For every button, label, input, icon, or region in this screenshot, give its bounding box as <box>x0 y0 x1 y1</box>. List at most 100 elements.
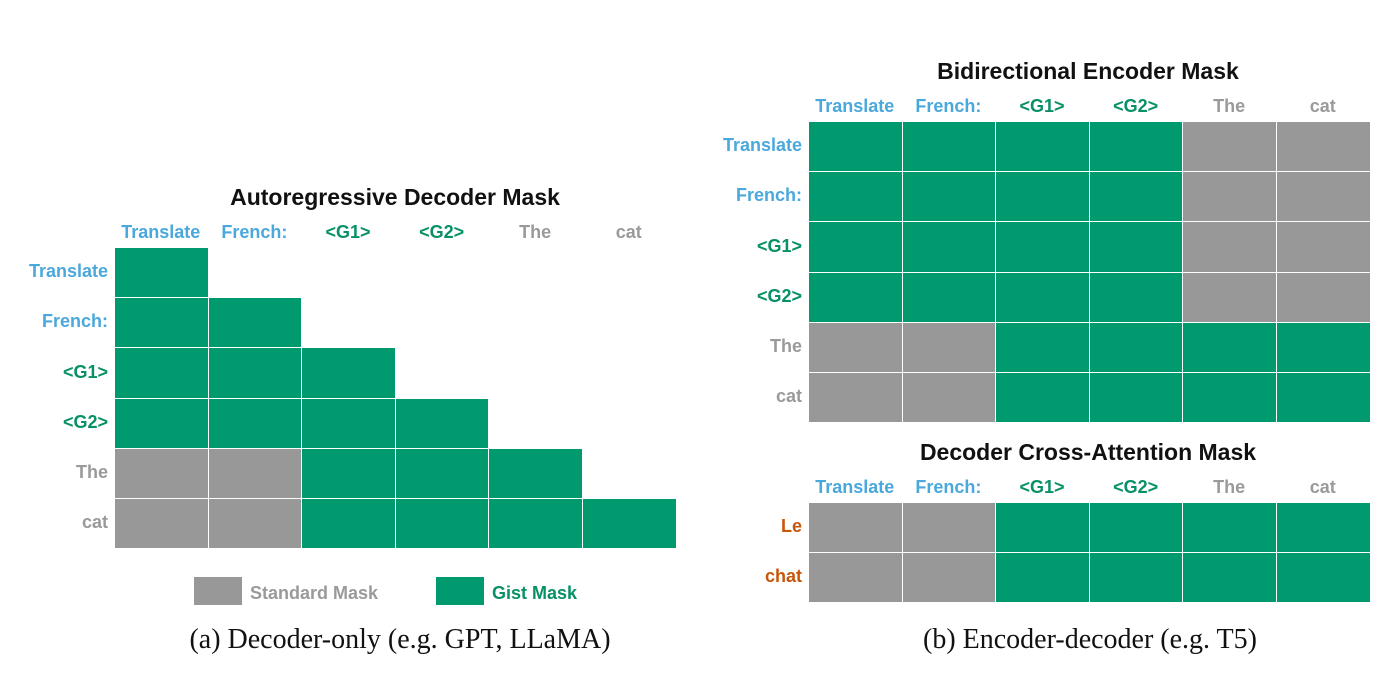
encoder-cell-gist-r1-c0 <box>808 171 903 223</box>
decoder-cell-gist-r2-c0 <box>114 347 209 399</box>
encoder-cell-standard-r5-c0 <box>808 372 903 424</box>
encoder-cell-gist-r2-c0 <box>808 221 903 273</box>
cross-attention-col-label-g1: <G1> <box>1019 477 1065 497</box>
encoder-cell-gist-r5-c3 <box>1088 372 1184 424</box>
decoder-cell-gist-r2-c2 <box>301 347 396 399</box>
encoder-cell-standard-r4-c1 <box>901 321 997 373</box>
cross-attention-mask-title: Decoder Cross-Attention Mask <box>919 439 1257 465</box>
cross-attention-cell-standard-r1-c1 <box>901 552 997 604</box>
decoder-mask-grid <box>114 247 677 550</box>
decoder-row-label-cat: cat <box>81 512 108 533</box>
encoder-cell-gist-r1-c2 <box>995 171 1090 223</box>
cross-attention-cell-standard-r0-c1 <box>901 502 997 554</box>
decoder-row-label-the: The <box>75 461 108 482</box>
decoder-col-label-translate: Translate <box>121 222 201 242</box>
decoder-cell-gist-r4-c4 <box>488 447 583 499</box>
decoder-row-label-g2: <G2> <box>62 411 108 432</box>
decoder-cell-gist-r4-c2 <box>301 447 396 499</box>
decoder-row-label-french: French: <box>41 311 108 332</box>
cross-attention-col-label-translate: Translate <box>815 477 895 497</box>
decoder-cell-gist-r5-c3 <box>394 498 490 550</box>
encoder-cell-standard-r1-c5 <box>1276 171 1371 223</box>
standard-mask-legend-swatch <box>194 577 242 605</box>
cross-attention-cell-standard-r0-c0 <box>808 502 903 554</box>
encoder-cell-gist-r4-c3 <box>1088 321 1184 373</box>
cross-attention-row-label-le: Le <box>780 516 802 537</box>
encoder-mask-grid <box>808 121 1371 424</box>
cross-attention-mask-grid <box>808 502 1371 604</box>
cross-attention-col-label-french: French: <box>915 477 982 497</box>
encoder-cell-gist-r3-c1 <box>901 271 997 323</box>
decoder-cell-standard-r5-c1 <box>207 498 303 550</box>
encoder-cell-standard-r2-c5 <box>1276 221 1371 273</box>
cross-attention-cell-gist-r1-c5 <box>1276 552 1371 604</box>
decoder-cell-standard-r4-c1 <box>207 447 303 499</box>
encoder-cell-gist-r0-c1 <box>901 121 997 173</box>
encoder-cell-standard-r0-c5 <box>1276 121 1371 173</box>
decoder-col-label-french: French: <box>221 222 288 242</box>
decoder-row-label-g1: <G1> <box>62 361 108 382</box>
decoder-cell-gist-r5-c4 <box>488 498 583 550</box>
encoder-row-label-g1: <G1> <box>756 235 802 256</box>
decoder-cell-gist-r3-c3 <box>394 397 490 449</box>
decoder-cell-gist-r3-c0 <box>114 397 209 449</box>
encoder-cell-standard-r0-c4 <box>1182 121 1277 173</box>
cross-attention-col-label-g2: <G2> <box>1113 477 1159 497</box>
cross-attention-cell-standard-r1-c0 <box>808 552 903 604</box>
encoder-col-label-translate: Translate <box>815 96 895 116</box>
encoder-cell-gist-r3-c2 <box>995 271 1090 323</box>
encoder-cell-standard-r5-c1 <box>901 372 997 424</box>
encoder-cell-gist-r0-c0 <box>808 121 903 173</box>
encoder-col-label-the: The <box>1213 96 1246 116</box>
decoder-cell-gist-r3-c1 <box>207 397 303 449</box>
encoder-cell-gist-r2-c3 <box>1088 221 1184 273</box>
decoder-mask-title: Autoregressive Decoder Mask <box>230 184 560 210</box>
encoder-row-label-g2: <G2> <box>756 285 802 306</box>
decoder-cell-standard-r4-c0 <box>114 447 209 499</box>
encoder-cell-gist-r4-c4 <box>1182 321 1277 373</box>
encoder-cell-standard-r2-c4 <box>1182 221 1277 273</box>
gist-mask-legend-label: Gist Mask <box>492 583 578 603</box>
encoder-col-label-g1: <G1> <box>1019 96 1065 116</box>
encoder-cell-gist-r5-c4 <box>1182 372 1277 424</box>
cross-attention-cell-gist-r1-c3 <box>1088 552 1184 604</box>
cross-attention-cell-gist-r0-c3 <box>1088 502 1184 554</box>
encoder-cell-standard-r4-c0 <box>808 321 903 373</box>
encoder-cell-gist-r2-c1 <box>901 221 997 273</box>
decoder-cell-gist-r1-c1 <box>207 297 303 349</box>
decoder-col-label-the: The <box>519 222 552 242</box>
encoder-row-label-cat: cat <box>775 386 802 407</box>
decoder-cell-gist-r0-c0 <box>114 247 209 299</box>
cross-attention-cell-gist-r0-c2 <box>995 502 1090 554</box>
decoder-cell-gist-r5-c5 <box>582 498 677 550</box>
encoder-row-label-translate: Translate <box>722 135 802 156</box>
encoder-cell-standard-r3-c4 <box>1182 271 1277 323</box>
decoder-cell-gist-r4-c3 <box>394 447 490 499</box>
cross-attention-col-label-cat: cat <box>1309 477 1336 497</box>
gist-mask-legend-swatch <box>436 577 484 605</box>
encoder-cell-gist-r2-c2 <box>995 221 1090 273</box>
encoder-row-label-french: French: <box>735 185 802 206</box>
cross-attention-cell-gist-r0-c4 <box>1182 502 1277 554</box>
encoder-col-label-g2: <G2> <box>1113 96 1159 116</box>
encoder-cell-gist-r3-c3 <box>1088 271 1184 323</box>
encoder-cell-gist-r0-c3 <box>1088 121 1184 173</box>
encoder-cell-gist-r4-c5 <box>1276 321 1371 373</box>
encoder-cell-gist-r1-c3 <box>1088 171 1184 223</box>
cross-attention-cell-gist-r1-c2 <box>995 552 1090 604</box>
encoder-decoder-caption: (b) Encoder-decoder (e.g. T5) <box>923 624 1257 655</box>
cross-attention-row-label-chat: chat <box>764 566 802 587</box>
cross-attention-cell-gist-r0-c5 <box>1276 502 1371 554</box>
decoder-col-label-cat: cat <box>615 222 642 242</box>
encoder-cell-standard-r1-c4 <box>1182 171 1277 223</box>
decoder-cell-gist-r1-c0 <box>114 297 209 349</box>
encoder-cell-gist-r3-c0 <box>808 271 903 323</box>
decoder-row-label-translate: Translate <box>28 261 108 282</box>
encoder-col-label-french: French: <box>915 96 982 116</box>
encoder-cell-standard-r3-c5 <box>1276 271 1371 323</box>
standard-mask-legend-label: Standard Mask <box>250 583 379 603</box>
encoder-mask-title: Bidirectional Encoder Mask <box>937 58 1239 84</box>
decoder-col-label-g2: <G2> <box>419 222 465 242</box>
encoder-row-label-the: The <box>769 335 802 356</box>
